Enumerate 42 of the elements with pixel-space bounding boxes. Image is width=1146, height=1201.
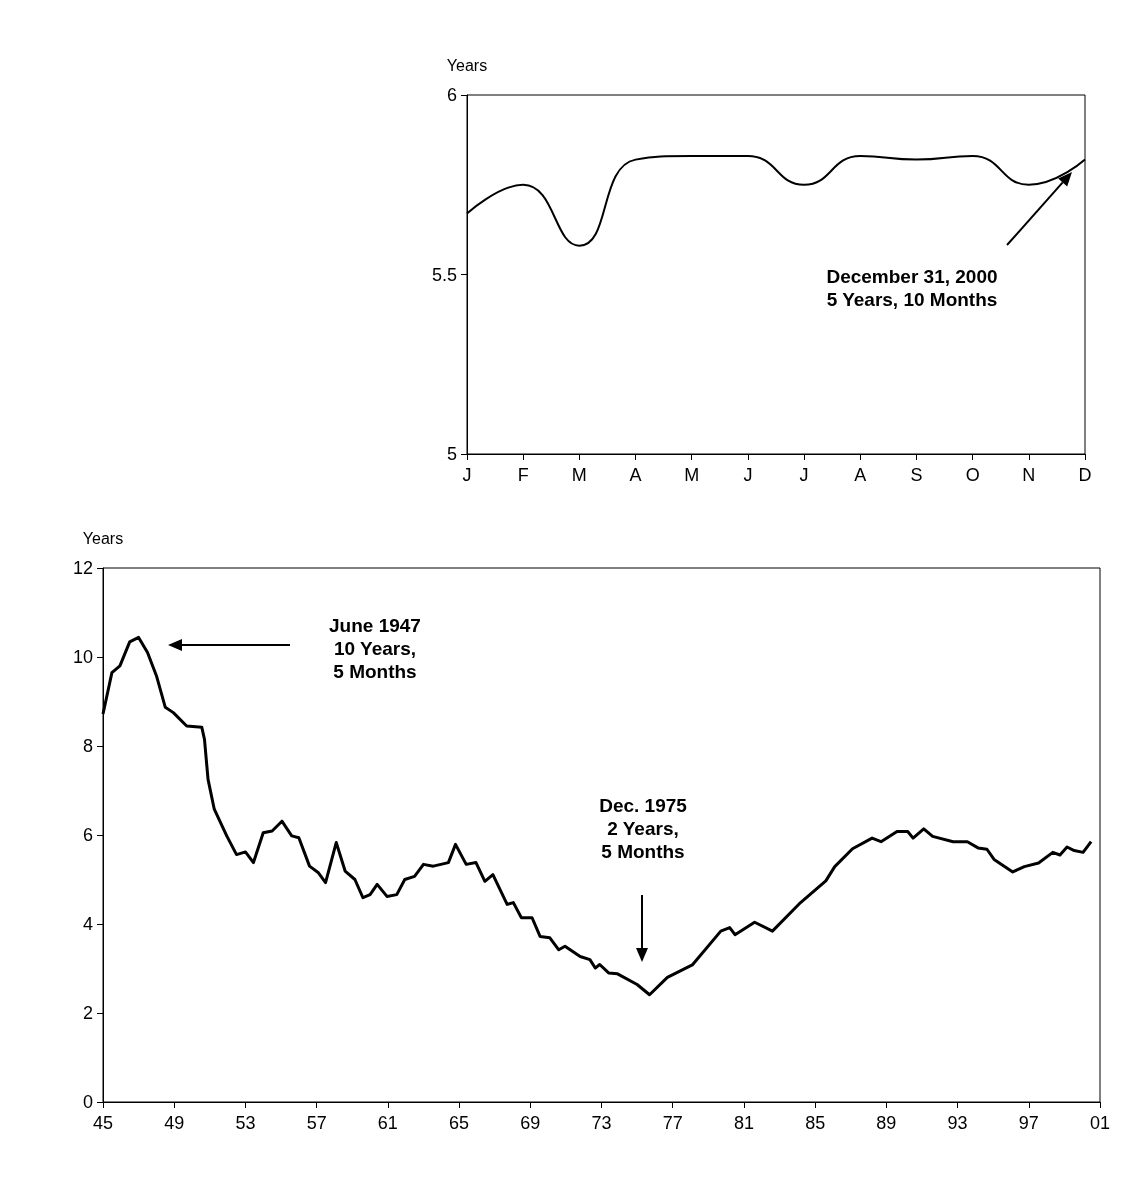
y-tick-label: 5.5 bbox=[431, 264, 457, 285]
x-tick-label: 69 bbox=[520, 1113, 541, 1133]
x-tick-label: O bbox=[965, 465, 980, 485]
y-tick-label: 5 bbox=[446, 444, 457, 464]
x-tick-label: 53 bbox=[235, 1113, 256, 1133]
y-tick-label: 8 bbox=[82, 736, 93, 756]
annotation: December 31, 2000 5 Years, 10 Months bbox=[826, 265, 998, 311]
x-tick-label: A bbox=[854, 465, 867, 485]
x-tick-label: 97 bbox=[1018, 1113, 1039, 1133]
x-tick-label: S bbox=[910, 465, 923, 485]
y-tick-label: 10 bbox=[72, 647, 93, 667]
x-tick-label: N bbox=[1022, 465, 1036, 485]
annotation: June 1947 10 Years, 5 Months bbox=[329, 613, 421, 683]
x-tick-label: J bbox=[799, 465, 809, 485]
x-tick-label: F bbox=[517, 465, 529, 485]
x-tick-label: 49 bbox=[164, 1113, 185, 1133]
y-axis-title: Years bbox=[446, 56, 488, 74]
x-tick-label: 77 bbox=[662, 1113, 683, 1133]
x-tick-label: 81 bbox=[733, 1113, 754, 1133]
x-tick-label: 01 bbox=[1089, 1113, 1111, 1133]
x-tick-label: 57 bbox=[306, 1113, 327, 1133]
x-tick-label: 61 bbox=[377, 1113, 398, 1133]
x-tick-label: J bbox=[462, 465, 472, 485]
x-tick-label: 85 bbox=[805, 1113, 826, 1133]
x-tick-label: 73 bbox=[591, 1113, 612, 1133]
y-axis-title: Years bbox=[82, 529, 124, 547]
x-tick-label: M bbox=[684, 465, 700, 485]
x-tick-label: 45 bbox=[92, 1113, 114, 1133]
x-tick-label: M bbox=[571, 465, 587, 485]
x-tick-label: 89 bbox=[876, 1113, 897, 1133]
y-tick-label: 0 bbox=[82, 1092, 93, 1112]
x-tick-label: J bbox=[743, 465, 753, 485]
y-tick-label: 6 bbox=[82, 825, 93, 845]
annotation: Dec. 1975 2 Years, 5 Months bbox=[599, 793, 687, 863]
y-tick-label: 12 bbox=[72, 558, 93, 578]
y-tick-label: 4 bbox=[82, 914, 93, 934]
x-tick-label: D bbox=[1078, 465, 1092, 485]
y-tick-label: 6 bbox=[446, 85, 457, 105]
y-tick-label: 2 bbox=[82, 1003, 93, 1023]
x-tick-label: A bbox=[629, 465, 642, 485]
x-tick-label: 93 bbox=[947, 1113, 968, 1133]
x-tick-label: 65 bbox=[449, 1113, 470, 1133]
